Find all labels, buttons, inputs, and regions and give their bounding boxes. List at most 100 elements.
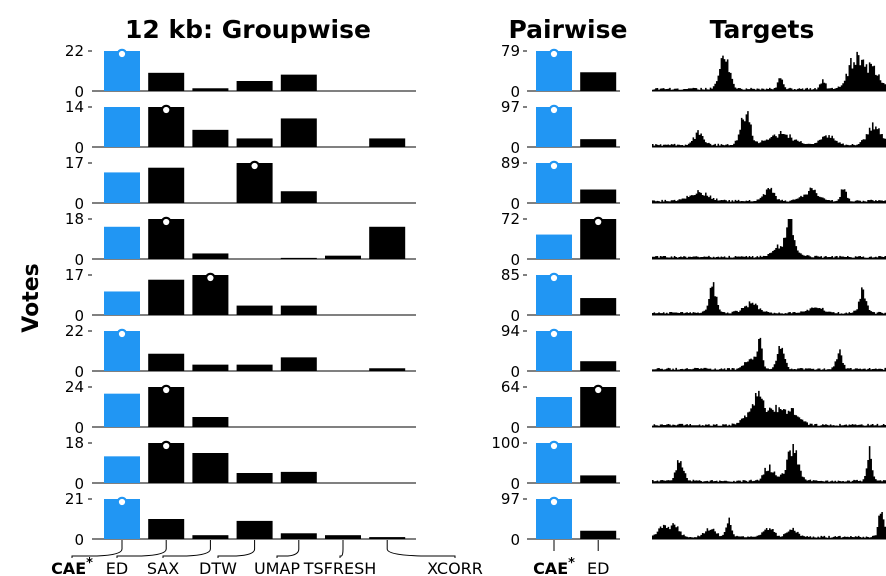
- y-tick-label-zero: 0: [74, 139, 84, 157]
- x-tick-label: SAX: [147, 559, 179, 576]
- bar: [104, 456, 140, 483]
- x-category: XCORR: [386, 540, 483, 576]
- y-tick-label-zero: 0: [74, 419, 84, 437]
- x-tick-label-star: *: [86, 556, 93, 571]
- groupwise-row: 18 0: [65, 434, 416, 493]
- winner-marker: [205, 272, 216, 284]
- bar: [192, 253, 229, 259]
- bar: [148, 519, 185, 539]
- groupwise-row: 24 0: [65, 378, 416, 437]
- bar: [104, 393, 140, 427]
- bar: [280, 471, 317, 483]
- x-leader-line: [217, 540, 256, 558]
- y-tick-label-zero: 0: [510, 195, 520, 213]
- x-leader-line: [162, 540, 211, 558]
- bar: [236, 364, 273, 371]
- bar: [280, 257, 317, 259]
- target-profile: [652, 443, 886, 484]
- y-tick-label-zero: 0: [74, 363, 84, 381]
- bar: [104, 291, 140, 315]
- groupwise-row: 22 0: [65, 42, 416, 101]
- bar: [580, 298, 617, 315]
- y-tick-label-max: 21: [65, 490, 84, 508]
- x-category: ED: [106, 540, 167, 576]
- bar: [280, 533, 317, 539]
- bar: [325, 255, 361, 259]
- bar: [192, 535, 229, 539]
- bar: [580, 72, 617, 91]
- x-tick-label: UMAP: [254, 559, 300, 576]
- winner-marker: [249, 160, 260, 172]
- bar: [280, 305, 317, 315]
- groupwise-row: 21 0: [65, 490, 416, 549]
- groupwise-row: 14 0: [65, 98, 416, 157]
- x-leader-line: [71, 540, 123, 558]
- pairwise-row: 72 0: [501, 210, 620, 269]
- bar: [192, 88, 229, 91]
- bar: [280, 357, 317, 371]
- profile-area: [652, 337, 886, 371]
- bar: [236, 138, 273, 147]
- groupwise-row: 17 0: [65, 266, 416, 325]
- pairwise-row: 64 0: [501, 378, 620, 437]
- pairwise-row: 89 0: [501, 154, 620, 213]
- winner-marker: [548, 440, 560, 452]
- bar: [580, 189, 617, 203]
- bar: [104, 107, 140, 147]
- y-tick-label-max: 17: [65, 154, 84, 172]
- bar: [369, 226, 406, 259]
- y-tick-label-zero: 0: [74, 195, 84, 213]
- y-tick-label-zero: 0: [510, 419, 520, 437]
- x-category: CAE*: [51, 540, 123, 576]
- winner-marker: [160, 440, 172, 452]
- x-category: DTW: [199, 540, 256, 576]
- bar: [369, 537, 406, 539]
- x-category: SAX: [147, 540, 211, 576]
- y-tick-label-max: 22: [65, 42, 84, 60]
- y-tick-label-max: 89: [501, 154, 520, 172]
- x-leader-line: [386, 540, 456, 558]
- y-tick-label-max: 100: [491, 434, 520, 452]
- winner-marker: [548, 160, 560, 172]
- target-profile: [652, 337, 886, 372]
- pairwise-row: 79 0: [501, 42, 620, 101]
- x-tick-label: ED: [587, 559, 609, 576]
- x-tick-label: XCORR: [427, 559, 483, 576]
- y-tick-label-zero: 0: [74, 475, 84, 493]
- winner-marker: [116, 48, 128, 60]
- profile-area: [652, 390, 886, 427]
- y-tick-label-max: 94: [501, 322, 520, 340]
- groupwise-row: 22 0: [65, 322, 416, 381]
- bar: [148, 353, 185, 371]
- y-tick-label-max: 79: [501, 42, 520, 60]
- bar: [192, 453, 229, 483]
- winner-marker: [160, 384, 172, 396]
- y-tick-label-zero: 0: [510, 83, 520, 101]
- bar: [280, 191, 317, 203]
- profile-area: [652, 187, 886, 203]
- x-tick-label-star: *: [568, 556, 575, 571]
- y-tick-label-max: 72: [501, 210, 520, 228]
- y-tick-label-zero: 0: [510, 531, 520, 549]
- target-profile: [652, 187, 886, 204]
- winner-marker: [548, 272, 560, 284]
- bar: [236, 81, 273, 91]
- y-tick-label-max: 18: [65, 434, 84, 452]
- y-tick-label-zero: 0: [510, 475, 520, 493]
- y-axis-label: Votes: [19, 263, 44, 332]
- winner-marker: [116, 328, 128, 340]
- target-profile: [652, 219, 886, 260]
- y-tick-label-zero: 0: [510, 363, 520, 381]
- y-tick-label-max: 24: [65, 378, 84, 396]
- profile-area: [652, 443, 886, 483]
- pairwise-row: 97 0: [501, 490, 620, 549]
- y-tick-label-max: 97: [501, 490, 520, 508]
- bar: [148, 167, 185, 203]
- profile-area: [652, 51, 886, 91]
- bar: [580, 530, 617, 539]
- x-tick-label: CAE*: [533, 556, 575, 576]
- winner-marker: [592, 384, 604, 396]
- targets-title: Targets: [710, 15, 815, 44]
- bar: [280, 74, 317, 91]
- bar: [580, 361, 617, 371]
